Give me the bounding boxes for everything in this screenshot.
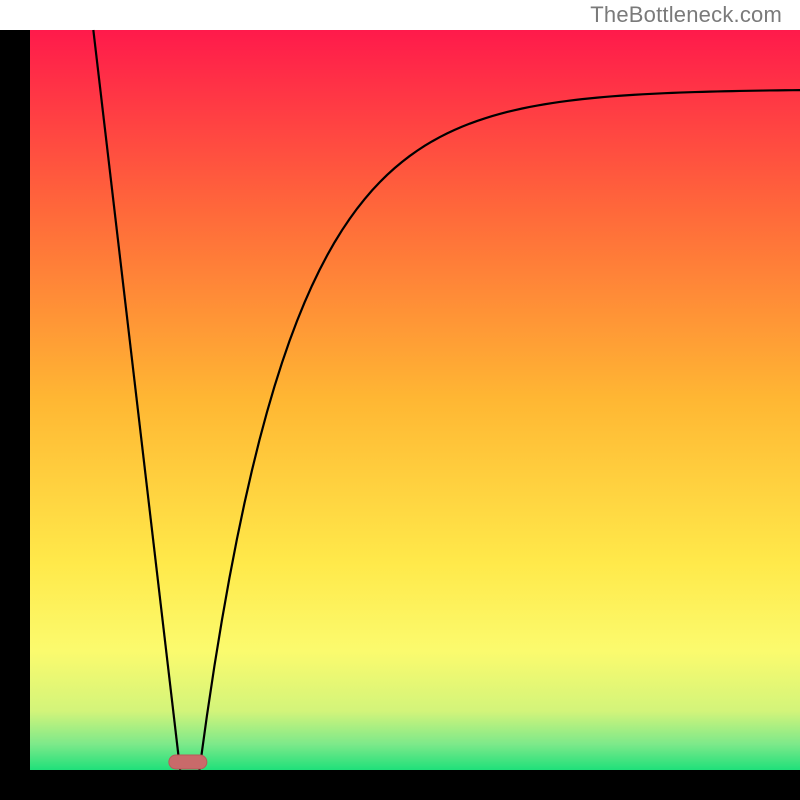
valley-marker [169,755,207,769]
chart-container: TheBottleneck.com [0,0,800,800]
watermark-text: TheBottleneck.com [590,2,782,28]
chart-svg [0,0,800,800]
